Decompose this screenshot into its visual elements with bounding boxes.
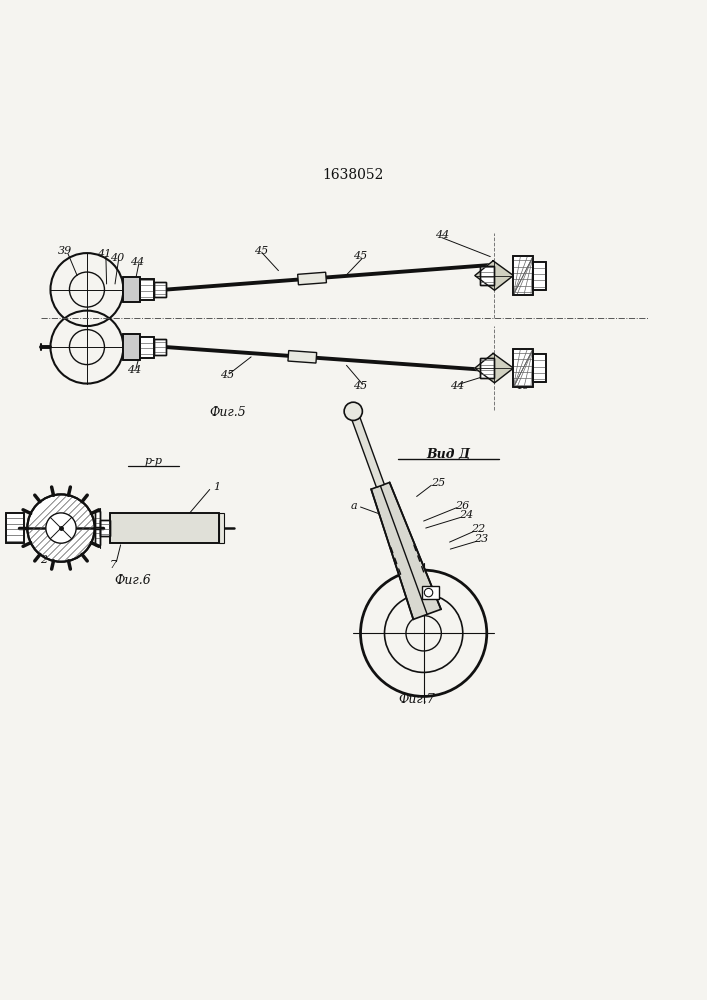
Text: 1: 1	[213, 482, 221, 492]
Bar	[480, 358, 493, 378]
Polygon shape	[351, 415, 385, 487]
Circle shape	[344, 402, 363, 420]
Text: 40: 40	[110, 253, 124, 263]
Bar	[95, 511, 100, 545]
Polygon shape	[298, 272, 327, 285]
Text: 45: 45	[354, 251, 368, 261]
Circle shape	[46, 513, 76, 543]
Text: 46: 46	[515, 381, 529, 391]
Bar	[124, 277, 140, 302]
Bar	[154, 339, 166, 355]
Bar	[513, 256, 533, 295]
Text: 26: 26	[455, 501, 469, 511]
Bar	[6, 513, 24, 543]
Bar	[140, 337, 154, 358]
Bar	[140, 337, 154, 358]
Bar	[124, 334, 140, 360]
Circle shape	[424, 588, 433, 597]
Bar	[100, 520, 110, 536]
Text: 44: 44	[127, 365, 141, 375]
Bar	[480, 358, 493, 378]
Bar	[421, 586, 439, 599]
Bar	[6, 513, 24, 543]
Text: Фиг.6: Фиг.6	[114, 574, 151, 587]
Bar	[124, 334, 140, 360]
Text: 41: 41	[98, 249, 112, 259]
Bar	[154, 339, 166, 355]
Bar	[480, 266, 493, 285]
Text: 23: 23	[474, 534, 489, 544]
Bar	[533, 262, 546, 290]
Bar	[513, 349, 533, 387]
Text: 44: 44	[450, 381, 464, 391]
Bar	[513, 256, 533, 295]
Bar	[219, 513, 224, 543]
Polygon shape	[371, 482, 441, 619]
Text: 2: 2	[40, 555, 47, 565]
Bar	[100, 520, 110, 536]
Bar	[154, 282, 166, 297]
Text: Фиг.7: Фиг.7	[398, 693, 435, 706]
Bar	[513, 349, 533, 387]
Bar	[533, 354, 546, 382]
Polygon shape	[475, 261, 513, 290]
Bar	[533, 354, 546, 382]
Bar	[124, 277, 140, 302]
Text: Вид Д: Вид Д	[426, 448, 470, 461]
Text: 22: 22	[472, 524, 486, 534]
Text: 45: 45	[220, 370, 234, 380]
Text: 25: 25	[431, 478, 445, 488]
Text: 24: 24	[459, 510, 473, 520]
Circle shape	[28, 494, 95, 562]
Text: 45: 45	[254, 246, 268, 256]
Bar	[533, 262, 546, 290]
Text: a: a	[350, 501, 357, 511]
Text: 45: 45	[354, 381, 368, 391]
Text: 7: 7	[110, 560, 117, 570]
Bar	[110, 513, 219, 543]
Bar	[480, 266, 493, 285]
Bar	[110, 513, 219, 543]
Text: р-р: р-р	[145, 456, 163, 466]
Text: Фиг.5: Фиг.5	[209, 406, 245, 419]
Text: 1638052: 1638052	[323, 168, 384, 182]
Bar	[95, 511, 100, 545]
Polygon shape	[475, 353, 513, 383]
Text: 39: 39	[57, 246, 71, 256]
Bar	[140, 279, 154, 300]
Bar	[154, 282, 166, 297]
Text: 44: 44	[130, 257, 144, 267]
Polygon shape	[288, 351, 317, 363]
Text: 44: 44	[436, 230, 450, 240]
Bar	[140, 279, 154, 300]
